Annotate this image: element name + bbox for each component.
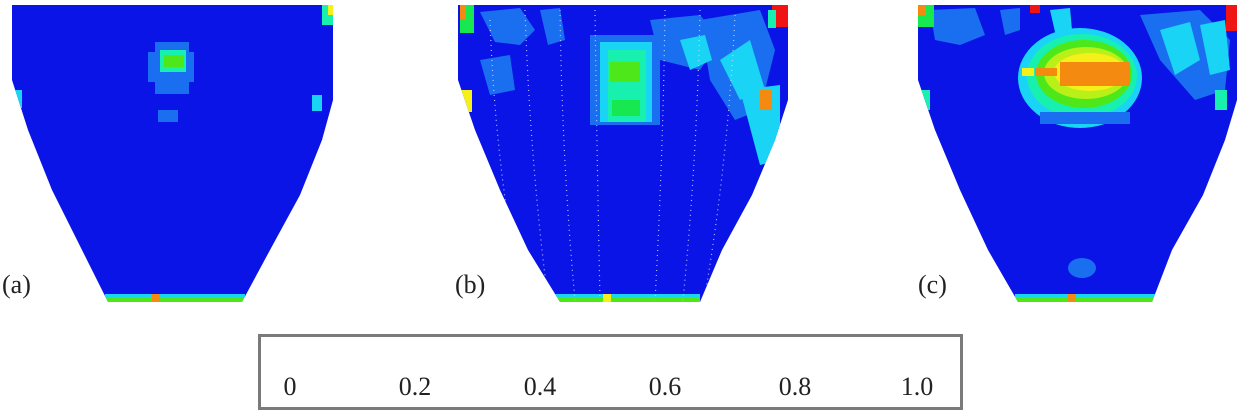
colorbar-frame	[258, 334, 963, 410]
colorbar-tick-label: 0.8	[778, 372, 812, 401]
panel-label-b: (b)	[455, 270, 486, 299]
colorbar-tick-label: 0.6	[648, 372, 682, 401]
contour-panel-b	[458, 5, 788, 302]
colorbar-tick-label: 0.2	[398, 372, 432, 401]
colorbar-tick-label: 0.4	[523, 372, 557, 401]
contour-panel-a	[12, 5, 333, 302]
panel-label-a: (a)	[2, 270, 31, 299]
panel-label-c: (c)	[918, 270, 947, 299]
contour-panel-c	[918, 5, 1237, 302]
colorbar-tick-label: 1.0	[900, 372, 934, 401]
colorbar-tick-label: 0	[283, 372, 297, 401]
